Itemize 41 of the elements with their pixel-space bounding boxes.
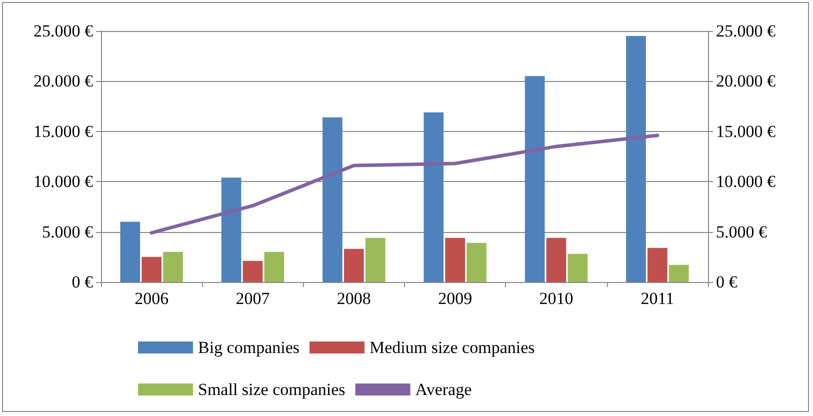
y2-tick-label: 0 € [716, 272, 738, 292]
bar [264, 252, 284, 282]
y-tick-label: 5.000 € [42, 222, 94, 242]
bar [466, 242, 486, 282]
legend-label: Average [415, 380, 472, 399]
legend-label: Big companies [198, 338, 300, 357]
y2-tick-label: 10.000 € [716, 172, 776, 192]
bar [365, 238, 386, 282]
x-tick-label: 2006 [134, 289, 169, 308]
bar [668, 264, 689, 282]
bar [524, 76, 545, 282]
y2-tick-label: 15.000 € [716, 122, 776, 141]
line-series [150, 134, 660, 235]
y2-tick-label: 20.000 € [716, 72, 776, 91]
y-tick-label: 10.000 € [34, 172, 94, 192]
y2-tick-label: 5.000 € [716, 222, 768, 242]
x-tick-label: 2009 [438, 289, 472, 308]
bar [568, 254, 588, 282]
y-tick-label: 0 € [72, 272, 94, 292]
bar [344, 248, 364, 282]
y-tick-label: 25.000 € [34, 22, 94, 40]
x-tick-label: 2010 [539, 289, 574, 308]
legend-label: Small size companies [198, 380, 346, 399]
y2-tick-label: 25.000 € [716, 22, 776, 40]
bar [546, 238, 566, 282]
bar [142, 256, 162, 282]
bar [221, 178, 242, 282]
x-tick-label: 2007 [236, 289, 270, 308]
bar [445, 238, 466, 282]
y-tick-label: 20.000 € [34, 72, 94, 91]
bar [322, 117, 342, 282]
bar [242, 260, 263, 282]
y-tick-label: 15.000 € [34, 122, 94, 141]
bar [647, 248, 668, 282]
x-tick-label: 2011 [640, 289, 674, 308]
legend-label: Medium size companies [370, 338, 535, 357]
bar [626, 36, 646, 282]
bar [424, 112, 444, 282]
bar [163, 252, 183, 282]
bar [120, 222, 140, 282]
x-tick-label: 2008 [336, 289, 371, 308]
